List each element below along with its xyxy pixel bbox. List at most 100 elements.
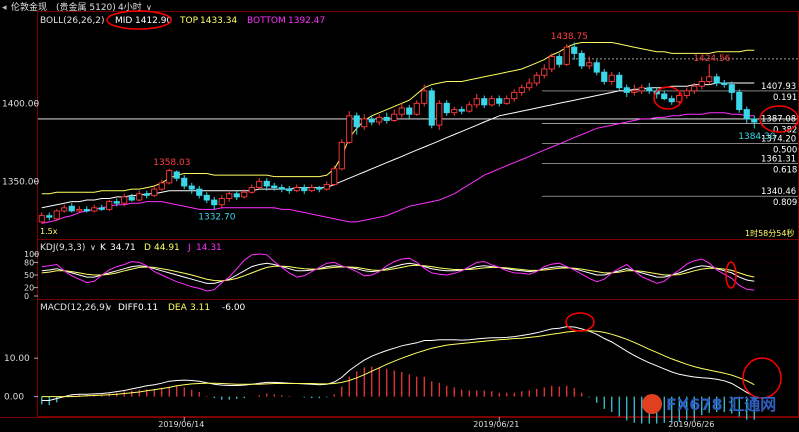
candle-body [376, 116, 383, 123]
mid-highlight-circle [106, 10, 172, 30]
candle-body [496, 98, 503, 104]
period-selector[interactable]: 4小时 [118, 1, 142, 13]
candle-body [398, 107, 405, 115]
candle-body [638, 87, 645, 92]
candle-body [46, 215, 53, 218]
fib-level-value: 1387.08 [761, 114, 796, 124]
candle-body [661, 93, 668, 100]
candle-body [706, 76, 713, 82]
candle-body [383, 116, 390, 121]
market-code: (贵金属 5120) [56, 1, 116, 13]
candle-body [458, 109, 465, 112]
fib-level-value: 1374.20 [761, 135, 796, 145]
boll-mid-label: MID [115, 16, 132, 26]
candle-body [113, 201, 120, 204]
candle-body [196, 188, 203, 196]
kdj-d-label: D [144, 243, 151, 253]
xtick-label: 2019/06/21 [473, 420, 519, 429]
candle-body [143, 193, 150, 196]
candle-body [518, 87, 525, 93]
candle-body [503, 98, 510, 104]
boll-bottom-label: BOTTOM [247, 16, 286, 26]
candle-body [271, 185, 278, 189]
candle-body [451, 109, 458, 114]
fib-level-ratio: 0.500 [773, 146, 797, 156]
chevron-down-icon[interactable]: ∨ [106, 303, 112, 312]
candle-body [601, 71, 608, 82]
macd-layer [41, 326, 755, 424]
support-level-circle [759, 105, 799, 133]
candle-body [128, 196, 135, 201]
chevron-left-icon[interactable]: ◂ [2, 3, 7, 13]
macd-diff-line [41, 326, 755, 401]
candle-body [578, 52, 585, 67]
candle-body [511, 91, 518, 100]
candle-body [691, 85, 698, 92]
boll-top-label: TOP [179, 16, 199, 26]
candle-body [68, 205, 75, 212]
title-bar: ◂ 伦敦金现 (贵金属 5120) 4小时 ∨ [2, 1, 152, 13]
price-layer: 1407.930.191 1387.080.3821374.200.5001361… [38, 42, 798, 224]
candle-body [353, 115, 360, 128]
fib-level-value: 1340.46 [761, 187, 796, 197]
candle-body [61, 207, 68, 212]
price-extreme-label: 1438.75 [551, 32, 588, 42]
candle-body [533, 74, 540, 84]
chevron-down-icon[interactable]: ∨ [90, 243, 96, 252]
candle-body [278, 187, 285, 190]
candle-body [751, 118, 758, 123]
symbol-name: 伦敦金现 [11, 1, 47, 13]
kdj-ytick-label: 0 [24, 292, 29, 301]
price-ytick-label: 1350.00 [2, 177, 39, 187]
boll-mid-line [41, 82, 755, 209]
candle-body [173, 171, 180, 179]
boll-lower-line [41, 112, 755, 224]
candle-body [586, 62, 593, 67]
candle-body [233, 193, 240, 198]
candle-body [151, 188, 158, 196]
candle-body [38, 215, 45, 223]
candle-body [608, 74, 615, 82]
candle-body [526, 82, 533, 89]
candle-body [743, 109, 750, 120]
boll-legend: BOLL(26,26,2) MID 1412.90 TOP 1433.34 BO… [40, 10, 325, 30]
candle-body [428, 90, 435, 126]
candle-body [466, 104, 473, 112]
candle-body [256, 180, 263, 189]
candle-body [286, 188, 293, 192]
price-extreme-label: 1384.30 [738, 132, 775, 142]
kdj-ytick-label: 50 [24, 271, 34, 280]
candle-body [241, 191, 248, 198]
macd-peak-circle [565, 312, 595, 332]
candle-body [121, 196, 128, 204]
candle-body [263, 180, 270, 187]
annotation-layer: 1438.75 1424.56 1358.03 1332.70 1384.30 [153, 32, 775, 222]
candle-body [136, 193, 143, 201]
macd-diff-label: DIFF [118, 303, 138, 313]
fib-level-ratio: 0.618 [773, 166, 797, 176]
kdj-cross-circle [725, 261, 737, 289]
candle-body [301, 187, 308, 192]
candle-body [436, 102, 443, 126]
kdj-label: KDJ(9,3,3) [40, 243, 85, 253]
kdj-ytick-label: 20 [24, 284, 34, 293]
xtick-label: 2019/06/14 [158, 420, 204, 429]
fib-level-ratio: 0.191 [773, 93, 797, 103]
bottom-touch-circle [653, 86, 683, 110]
candle-body [728, 84, 735, 93]
price-extreme-label: 1358.03 [153, 158, 190, 168]
candle-body [98, 207, 105, 210]
macd-value: -6.00 [222, 303, 246, 313]
candle-body [713, 76, 720, 84]
candle-body [488, 98, 495, 106]
candle-body [106, 201, 113, 210]
watermark: FX678 汇通网 [642, 394, 776, 414]
candle-body [53, 210, 60, 220]
candle-body [368, 118, 375, 123]
kdj-layer [41, 253, 755, 292]
chevron-down-icon[interactable]: ∨ [146, 3, 152, 12]
macd-ytick-label: 10.00 [4, 354, 30, 364]
candle-body [481, 98, 488, 106]
kdj-j-line [41, 253, 755, 292]
candle-body [721, 82, 728, 86]
